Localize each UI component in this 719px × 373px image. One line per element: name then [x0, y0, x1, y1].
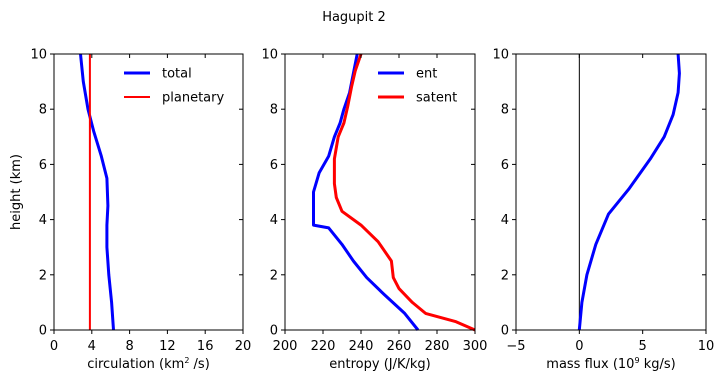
x-tick-label: 20	[235, 339, 252, 354]
y-tick-label: 0	[501, 324, 509, 339]
x-tick-label: 5	[639, 339, 647, 354]
plot-frame	[53, 53, 244, 331]
chart-panel-1: 0 4 8 12 16 20 0 2 4 6 8 10 circulation (km2 /s) heig…	[9, 48, 251, 373]
y-tick-label: 10	[261, 48, 278, 63]
legend-label-satent: satent	[416, 91, 457, 106]
series-line-ent	[312, 53, 420, 331]
y-tick-label: 2	[39, 268, 47, 283]
x-axis-label: mass flux (109 kg/s)	[546, 356, 675, 372]
chart-panel-2: 200 220 240 260 280 300 0 2 4 6 8 10 entropy (J/K/kg…	[261, 48, 487, 373]
y-tick-label: 4	[501, 213, 509, 228]
y-tick-label: 4	[39, 213, 47, 228]
y-tick-label: 8	[501, 103, 509, 118]
y-tick-label: 2	[501, 268, 509, 283]
y-tick-label: 6	[270, 158, 278, 173]
x-axis-label: entropy (J/K/kg)	[329, 357, 430, 372]
y-tick-label: 2	[270, 268, 278, 283]
x-axis-label: circulation (km2 /s)	[87, 356, 210, 372]
plot-frame	[284, 53, 476, 331]
y-tick-label: 10	[492, 48, 509, 63]
legend: total planetary	[124, 67, 224, 106]
x-tick-label: 200	[273, 339, 298, 354]
series-line-satent	[332, 53, 476, 332]
y-tick-label: 6	[501, 158, 509, 173]
y-axis-label: height (km)	[9, 154, 24, 230]
x-tick-label: 12	[159, 339, 176, 354]
y-tick-label: 8	[39, 103, 47, 118]
x-tick-label: 16	[197, 339, 214, 354]
y-tick-label: 8	[270, 103, 278, 118]
y-tick-label: 0	[270, 324, 278, 339]
legend: ent satent	[378, 67, 457, 106]
x-tick-label: 8	[125, 339, 133, 354]
x-tick-label: −5	[506, 339, 525, 354]
figure-title: Hagupit 2	[322, 10, 386, 25]
legend-label-total: total	[162, 67, 192, 82]
series-line-total	[79, 53, 115, 331]
x-tick-label: 0	[575, 339, 583, 354]
y-tick-label: 0	[39, 324, 47, 339]
series-line-series-0	[577, 53, 681, 331]
legend-label-planetary: planetary	[162, 91, 224, 106]
x-tick-label: 220	[311, 339, 336, 354]
x-tick-label: 4	[88, 339, 96, 354]
plot-frame	[515, 53, 707, 331]
y-tick-label: 6	[39, 158, 47, 173]
y-tick-label: 10	[30, 48, 47, 63]
x-tick-label: 0	[50, 339, 58, 354]
x-tick-label: 260	[387, 339, 412, 354]
legend-label-ent: ent	[416, 67, 437, 82]
x-tick-label: 10	[698, 339, 715, 354]
y-tick-label: 4	[270, 213, 278, 228]
x-tick-label: 280	[425, 339, 450, 354]
x-tick-label: 300	[463, 339, 488, 354]
x-tick-label: 240	[349, 339, 374, 354]
